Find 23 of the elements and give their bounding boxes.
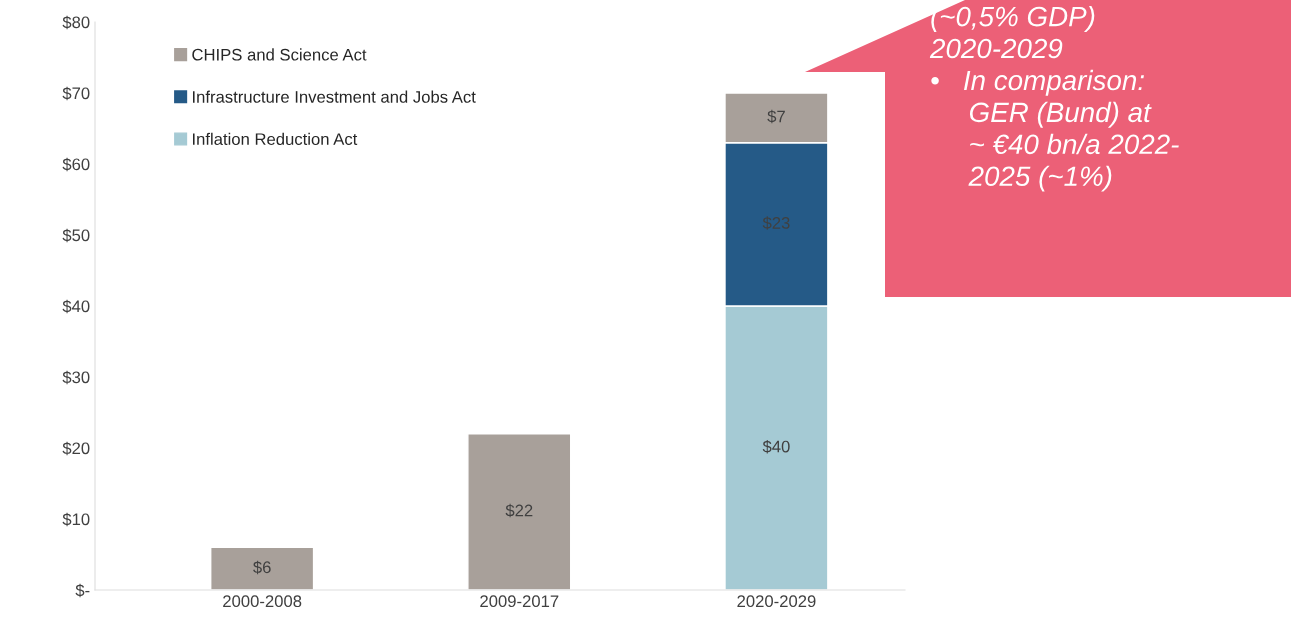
y-tick-label: $50 (62, 228, 90, 243)
y-tick-label: $40 (62, 299, 90, 314)
y-tick-label: $- (75, 583, 90, 598)
legend-label: Inflation Reduction Act (193, 132, 358, 146)
x-tick-label: 2009-2017 (480, 595, 559, 608)
data-label: $40 (762, 439, 790, 454)
x-tick-label: 2020-2029 (737, 595, 816, 608)
data-label: $23 (762, 216, 790, 230)
bar (210, 546, 315, 590)
y-tick-label: $20 (62, 441, 90, 456)
legend-label: CHIPS and Science Act (192, 48, 367, 61)
bar (467, 433, 572, 590)
y-tick-label: $60 (62, 157, 90, 172)
data-label: $22 (505, 503, 533, 518)
y-tick-label: $80 (62, 15, 90, 30)
data-label: $7 (767, 109, 785, 124)
y-tick-label: $30 (62, 370, 90, 385)
legend-label: Infrastructure Investment and Jobs Act (193, 90, 476, 103)
data-label: $6 (253, 560, 271, 575)
y-tick-label: $10 (62, 512, 90, 527)
x-tick-label: 2000-2008 (223, 595, 302, 608)
y-tick-label: $70 (62, 86, 90, 101)
text: (~0,5% GDP) 2020-2029 • In comparison: GER (Bund) at ~ €40 bn/a 2022- 2025 (~1%) (929, 6, 1179, 192)
